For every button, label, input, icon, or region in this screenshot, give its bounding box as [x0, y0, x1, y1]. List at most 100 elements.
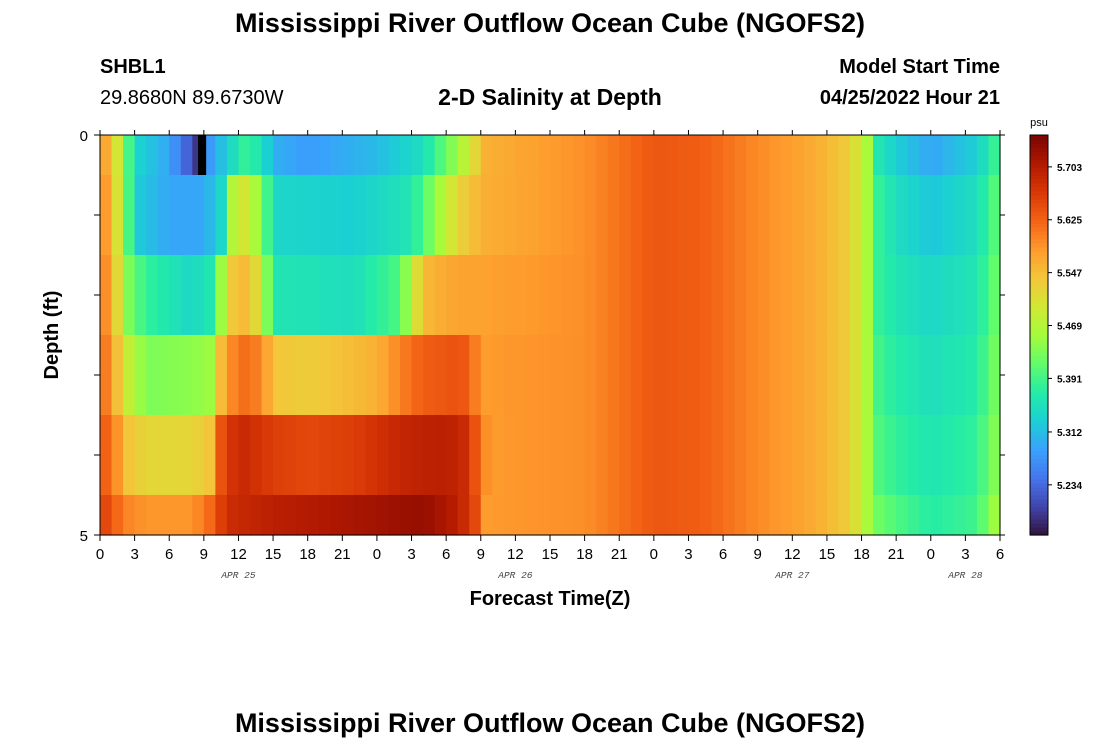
heatmap-cell	[700, 255, 713, 336]
heatmap-cell	[342, 335, 355, 416]
colorbar-segment	[1030, 155, 1048, 160]
heatmap-cell	[169, 415, 182, 496]
heatmap-cell	[273, 175, 286, 256]
heatmap-cell	[538, 415, 551, 496]
colorbar: 5.703 5.625 5.547 5.469 5.391 5.312 5.234	[1029, 134, 1082, 536]
heatmap-cell	[780, 175, 793, 256]
colorbar-segment	[1030, 395, 1048, 400]
colorbar-segment	[1030, 359, 1048, 364]
heatmap-cell	[561, 495, 574, 536]
model-start-value: 04/25/2022 Hour 21	[819, 87, 1000, 109]
colorbar-segment	[1030, 291, 1048, 296]
date-label: APR 27	[774, 570, 810, 581]
colorbar-segment	[1030, 351, 1048, 356]
heatmap-cell	[273, 335, 286, 416]
heatmap-cell	[976, 135, 990, 176]
heatmap-cell	[250, 255, 263, 336]
heatmap-cell	[515, 175, 528, 256]
heatmap-cell	[907, 415, 920, 496]
date-label: APR 25	[220, 570, 256, 581]
heatmap-cell	[261, 135, 274, 176]
heatmap-cell	[480, 495, 493, 536]
colorbar-segment	[1030, 195, 1048, 200]
heatmap-cell	[723, 495, 736, 536]
heatmap-cell	[757, 135, 770, 176]
heatmap-cell	[653, 495, 666, 536]
heatmap-cell	[238, 255, 251, 336]
heatmap-cell	[573, 495, 586, 536]
colorbar-segment	[1030, 423, 1048, 428]
heatmap-cell	[538, 135, 551, 176]
heatmap-cell	[584, 135, 597, 176]
heatmap-cell	[492, 135, 505, 176]
colorbar-segment	[1030, 507, 1048, 512]
heatmap-cell	[469, 135, 482, 176]
heatmap-cell	[353, 415, 366, 496]
heatmap-cell	[123, 335, 136, 416]
heatmap-cell	[838, 255, 851, 336]
heatmap-cell	[665, 415, 678, 496]
heatmap-cell	[919, 415, 932, 496]
heatmap-cell	[123, 415, 136, 496]
colorbar-segment	[1030, 463, 1048, 468]
heatmap-cell	[550, 135, 563, 176]
heatmap-cell	[965, 335, 978, 416]
colorbar-segment	[1030, 367, 1048, 372]
heatmap-cell	[169, 175, 182, 256]
heatmap-cell	[584, 495, 597, 536]
heatmap-cell	[469, 495, 482, 536]
x-tick-label: 12	[507, 546, 524, 563]
heatmap-cell	[238, 335, 251, 416]
colorbar-segment	[1030, 363, 1048, 368]
colorbar-segment	[1030, 275, 1048, 280]
heatmap-cell	[665, 335, 678, 416]
heatmap-cell	[873, 135, 886, 176]
heatmap-cell	[665, 255, 678, 336]
colorbar-segment	[1030, 271, 1048, 276]
heatmap-cell	[134, 255, 147, 336]
colorbar-segment	[1030, 223, 1048, 228]
heatmap-cell	[965, 495, 978, 536]
heatmap-cell	[988, 175, 1001, 256]
colorbar-segment	[1030, 419, 1048, 424]
heatmap-cell	[296, 255, 309, 336]
heatmap-cell	[503, 495, 516, 536]
colorbar-segment	[1030, 267, 1048, 272]
heatmap-cell	[434, 175, 447, 256]
heatmap-cell	[676, 175, 690, 256]
heatmap-cell	[180, 135, 193, 176]
heatmap-cell	[457, 255, 470, 336]
heatmap-cell	[942, 255, 955, 336]
heatmap-cell	[723, 255, 736, 336]
date-label: APR 28	[947, 570, 983, 581]
heatmap-cell	[965, 135, 978, 176]
heatmap-cell	[907, 135, 920, 176]
colorbar-segment	[1030, 315, 1048, 320]
heatmap-cell	[550, 255, 563, 336]
colorbar-segment	[1030, 319, 1048, 324]
x-tick-label: 15	[542, 546, 559, 563]
x-tick-label: 15	[265, 546, 282, 563]
colorbar-segment	[1030, 311, 1048, 316]
heatmap-cell	[330, 175, 343, 256]
colorbar-segment	[1030, 331, 1048, 336]
colorbar-segment	[1030, 379, 1048, 384]
heatmap-cell	[826, 175, 840, 256]
colorbar-segment	[1030, 403, 1048, 408]
heatmap-cell	[607, 495, 620, 536]
heatmap-cell	[273, 415, 286, 496]
heatmap-cell	[423, 415, 436, 496]
heatmap-cell	[596, 495, 609, 536]
heatmap-cell	[492, 175, 505, 256]
heatmap-cell	[503, 135, 516, 176]
heatmap-cell	[365, 255, 378, 336]
heatmap-cell	[780, 335, 793, 416]
heatmap-cell	[976, 335, 990, 416]
heatmap-cell	[319, 135, 332, 176]
colorbar-segment	[1030, 339, 1048, 344]
heatmap-cell	[157, 135, 170, 176]
x-tick-label: 0	[96, 546, 104, 563]
heatmap-cell	[423, 335, 436, 416]
heatmap-cell	[423, 495, 436, 536]
date-label: APR 26	[497, 570, 533, 581]
